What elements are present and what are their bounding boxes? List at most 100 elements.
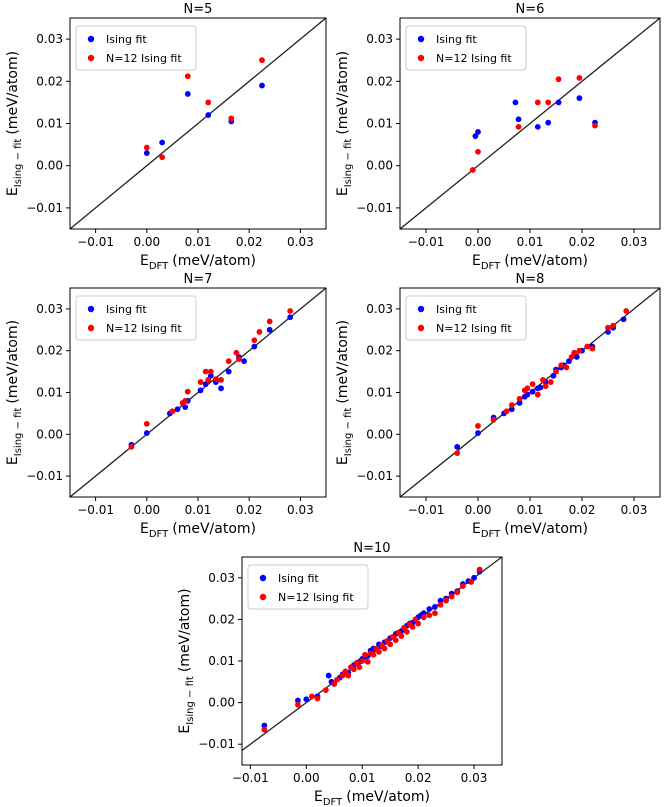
y-axis-label-unit: (meV/atom)	[5, 51, 21, 135]
legend-box	[75, 25, 197, 71]
data-point-ising-fit	[202, 381, 209, 388]
data-point-ising-fit	[261, 722, 268, 729]
data-point-n12-ising-fit	[184, 388, 191, 395]
data-point-n12-ising-fit	[490, 416, 497, 423]
data-point-n12-ising-fit	[143, 144, 150, 151]
x-axis-label-subscript: DFT	[481, 261, 501, 272]
data-point-n12-ising-fit	[584, 343, 591, 350]
y-tick-label: 0.01	[36, 117, 63, 131]
data-point-n12-ising-fit	[314, 695, 321, 702]
data-point-ising-fit	[524, 391, 531, 398]
data-point-n12-ising-fit	[469, 167, 476, 173]
x-tick-label: 0.03	[287, 503, 314, 517]
legend-label-ising-fit: Ising fit	[106, 303, 147, 316]
x-axis-label-subscript: DFT	[323, 797, 343, 807]
scatter-panel-2: −0.01 0.00 0.01 0.02 0.03 −0.01 0.00 0.01 0.02 0.…	[5, 272, 327, 540]
data-point-ising-fit	[566, 358, 572, 365]
x-tick-label: 0.03	[287, 235, 314, 249]
panel-title: N=8	[516, 272, 545, 287]
data-point-ising-fit	[218, 385, 224, 392]
data-point-n12-ising-fit	[571, 349, 578, 356]
data-point-n12-ising-fit	[287, 308, 294, 314]
legend-marker-ising-fit	[87, 35, 95, 43]
data-point-ising-fit	[174, 406, 181, 413]
panels: −0.01 0.00 0.01 0.02 0.03 −0.01 0.00 0.01 0.02 0.…	[5, 2, 661, 807]
legend-label-ising-fit: Ising fit	[106, 33, 147, 46]
data-point-n12-ising-fit	[356, 664, 363, 671]
y-tick-label: −0.01	[198, 737, 235, 751]
data-point-n12-ising-fit	[261, 726, 268, 733]
data-point-ising-fit	[516, 400, 523, 406]
data-point-n12-ising-fit	[545, 99, 552, 106]
data-point-n12-ising-fit	[558, 362, 565, 369]
data-point-n12-ising-fit	[468, 579, 475, 585]
y-axis-label: EIsing − fit (meV/atom)	[335, 51, 354, 196]
data-point-ising-fit	[266, 326, 273, 333]
data-point-ising-fit	[426, 606, 433, 612]
data-point-n12-ising-fit	[563, 364, 570, 371]
y-axis-label: EIsing − fit (meV/atom)	[177, 588, 196, 733]
y-axis-label-subscript: Ising − fit	[13, 408, 24, 457]
x-tick-label: 0.00	[133, 503, 160, 517]
data-point-n12-ising-fit	[266, 318, 273, 325]
data-point-n12-ising-fit	[547, 379, 554, 385]
y-tick-label: 0.02	[36, 344, 63, 358]
data-point-n12-ising-fit	[342, 668, 349, 675]
x-axis-label-subscript: DFT	[149, 529, 169, 540]
data-point-n12-ising-fit	[576, 75, 583, 81]
data-point-n12-ising-fit	[251, 337, 258, 344]
y-axis-label: EIsing − fit (meV/atom)	[5, 320, 24, 465]
data-point-n12-ising-fit	[205, 99, 212, 106]
data-point-n12-ising-fit	[228, 115, 235, 122]
y-tick-label: 0.02	[208, 612, 235, 626]
y-axis-label-unit: (meV/atom)	[177, 588, 193, 672]
panel-title: N=10	[353, 541, 390, 556]
x-axis-label-main: E	[314, 789, 323, 805]
panel-title: N=6	[516, 2, 545, 17]
data-point-ising-fit	[197, 387, 204, 394]
data-point-n12-ising-fit	[515, 123, 522, 130]
y-tick-label: 0.01	[36, 386, 63, 400]
data-point-n12-ising-fit	[534, 391, 541, 398]
plot-area	[70, 288, 326, 497]
data-point-ising-fit	[508, 406, 515, 413]
legend-box	[405, 295, 527, 341]
y-tick-label: 0.01	[366, 386, 393, 400]
y-tick-label: −0.01	[356, 201, 393, 215]
y-tick-label: 0.03	[208, 571, 235, 585]
data-point-n12-ising-fit	[508, 402, 515, 408]
x-tick-label: −0.01	[77, 235, 114, 249]
x-tick-label: 0.02	[405, 771, 432, 785]
data-point-n12-ising-fit	[540, 377, 546, 383]
data-point-ising-fit	[471, 574, 477, 581]
x-axis-label-unit: (meV/atom)	[504, 253, 588, 269]
data-point-ising-fit	[534, 123, 541, 130]
x-axis-label-subscript: DFT	[481, 529, 501, 540]
data-point-ising-fit	[529, 388, 536, 395]
diagonal-line	[70, 288, 326, 497]
y-tick-label: −0.01	[26, 201, 63, 215]
data-point-ising-fit	[537, 384, 544, 391]
data-point-n12-ising-fit	[334, 676, 340, 683]
data-point-n12-ising-fit	[359, 658, 366, 664]
data-point-n12-ising-fit	[503, 408, 510, 415]
x-tick-label: 0.01	[349, 771, 376, 785]
data-point-ising-fit	[420, 610, 427, 617]
data-point-ising-fit	[432, 604, 438, 610]
x-tick-label: 0.01	[517, 235, 544, 249]
data-point-ising-fit	[545, 119, 552, 126]
legend: Ising fit N=12 Ising fit	[405, 295, 527, 341]
x-tick-label: 0.02	[569, 235, 596, 249]
scatter-panel-4: −0.01 0.00 0.01 0.02 0.03 −0.01 0.00 0.01 0.02 0.…	[177, 541, 503, 807]
x-tick-label: 0.00	[465, 503, 492, 517]
data-point-ising-fit	[515, 116, 522, 123]
data-point-ising-fit	[184, 91, 191, 97]
y-tick-label: −0.01	[356, 469, 393, 483]
data-point-ising-fit	[576, 95, 583, 102]
data-point-n12-ising-fit	[605, 324, 611, 331]
x-axis-label: EDFT (meV/atom)	[140, 253, 256, 272]
legend-marker-n12-ising-fit	[417, 324, 425, 332]
data-point-ising-fit	[573, 354, 580, 360]
x-axis-label-unit: (meV/atom)	[346, 789, 430, 805]
y-axis-label-unit: (meV/atom)	[5, 320, 21, 404]
